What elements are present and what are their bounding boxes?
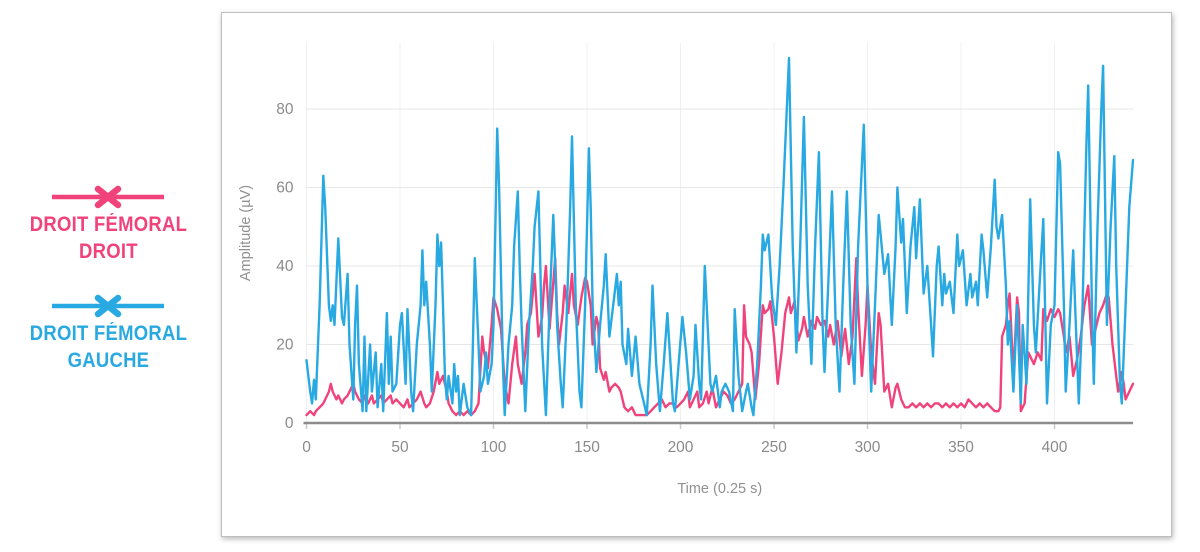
svg-text:50: 50 (391, 439, 409, 456)
legend-pink-line-x-marker-icon (52, 185, 164, 209)
amplitude-time-line-chart[interactable]: 0 50 100 150 200 250 300 350 400 0 20 40 60 80 Time (0… (222, 13, 1171, 536)
chart-card: 0 50 100 150 200 250 300 350 400 0 20 40 60 80 Time (0… (221, 12, 1172, 537)
chart-legend: DROIT FÉMORAL DROIT DROIT FÉMORAL GAUCHE (28, 185, 188, 374)
svg-text:200: 200 (668, 439, 694, 456)
legend-label-line1: DROIT FÉMORAL (29, 322, 187, 345)
svg-text:Time (0.25 s): Time (0.25 s) (677, 481, 762, 497)
legend-blue-line-x-marker-icon (52, 294, 164, 318)
svg-text:20: 20 (276, 337, 294, 354)
legend-label-line2: GAUCHE (67, 349, 149, 372)
svg-text:40: 40 (276, 258, 294, 275)
svg-text:150: 150 (574, 439, 600, 456)
legend-label-droit-femoral-droit: DROIT FÉMORAL DROIT (29, 211, 186, 265)
legend-label-line2: DROIT (78, 240, 138, 263)
svg-text:300: 300 (855, 439, 881, 456)
svg-text:60: 60 (276, 180, 294, 197)
legend-label-droit-femoral-gauche: DROIT FÉMORAL GAUCHE (29, 320, 186, 374)
svg-text:Amplitude (µV): Amplitude (µV) (238, 185, 254, 281)
svg-text:100: 100 (481, 439, 507, 456)
svg-text:0: 0 (302, 439, 311, 456)
svg-text:400: 400 (1042, 439, 1068, 456)
legend-item-droit-femoral-droit[interactable]: DROIT FÉMORAL DROIT (28, 185, 188, 265)
svg-text:250: 250 (761, 439, 787, 456)
legend-item-droit-femoral-gauche[interactable]: DROIT FÉMORAL GAUCHE (28, 294, 188, 374)
svg-text:80: 80 (276, 101, 294, 118)
svg-text:350: 350 (948, 439, 974, 456)
svg-text:0: 0 (285, 415, 294, 432)
legend-label-line1: DROIT FÉMORAL (29, 213, 187, 236)
